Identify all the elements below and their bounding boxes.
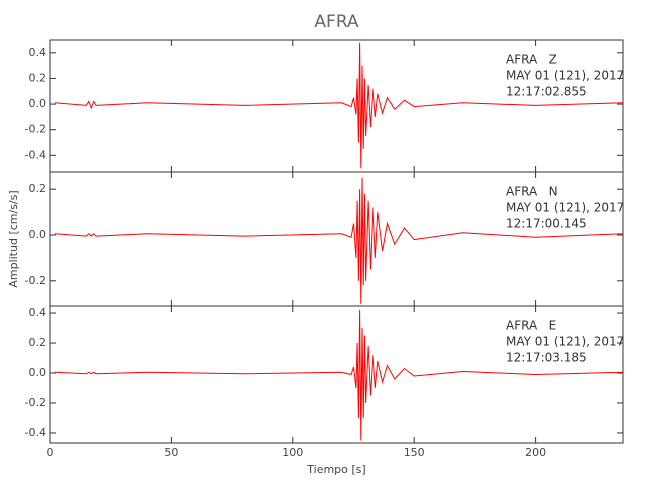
annotation: 12:17:02.855	[506, 85, 587, 99]
y-tick-label: -0.2	[25, 123, 46, 136]
waveform	[54, 177, 624, 304]
y-tick-label: -0.2	[25, 396, 46, 409]
annotation: MAY 01 (121), 2017	[506, 69, 624, 83]
y-axis-label: Amplitud [cm/s/s]	[7, 190, 20, 287]
waveform	[54, 42, 624, 169]
y-tick-label: 0.0	[29, 97, 47, 110]
y-tick-label: 0.4	[29, 306, 47, 319]
axes-frame	[49, 305, 624, 444]
annotation: AFRA Z	[506, 53, 557, 67]
x-tick-label: 0	[47, 446, 54, 459]
chart-title: AFRA	[314, 12, 359, 32]
y-tick-label: 0.4	[29, 46, 47, 59]
annotation: 12:17:00.145	[506, 217, 587, 231]
annotation: 12:17:03.185	[506, 351, 587, 365]
x-tick-label: 150	[404, 446, 425, 459]
annotation: MAY 01 (121), 2017	[506, 335, 624, 349]
x-tick-label: 200	[525, 446, 546, 459]
y-tick-label: 0.2	[29, 182, 47, 195]
waveform	[54, 309, 624, 441]
x-tick-label: 50	[164, 446, 178, 459]
y-tick-label: 0.2	[29, 71, 47, 84]
annotation: AFRA E	[506, 319, 556, 333]
y-tick-label: -0.2	[25, 274, 46, 287]
y-tick-label: 0.0	[29, 228, 47, 241]
x-axis-label: Tiempo [s]	[306, 463, 365, 476]
y-tick-label: 0.2	[29, 336, 47, 349]
x-tick-label: 100	[282, 446, 303, 459]
y-tick-label: 0.0	[29, 366, 47, 379]
y-tick-label: -0.4	[25, 148, 46, 161]
y-tick-label: -0.4	[25, 426, 46, 439]
annotation: MAY 01 (121), 2017	[506, 201, 624, 215]
annotation: AFRA N	[506, 185, 558, 199]
